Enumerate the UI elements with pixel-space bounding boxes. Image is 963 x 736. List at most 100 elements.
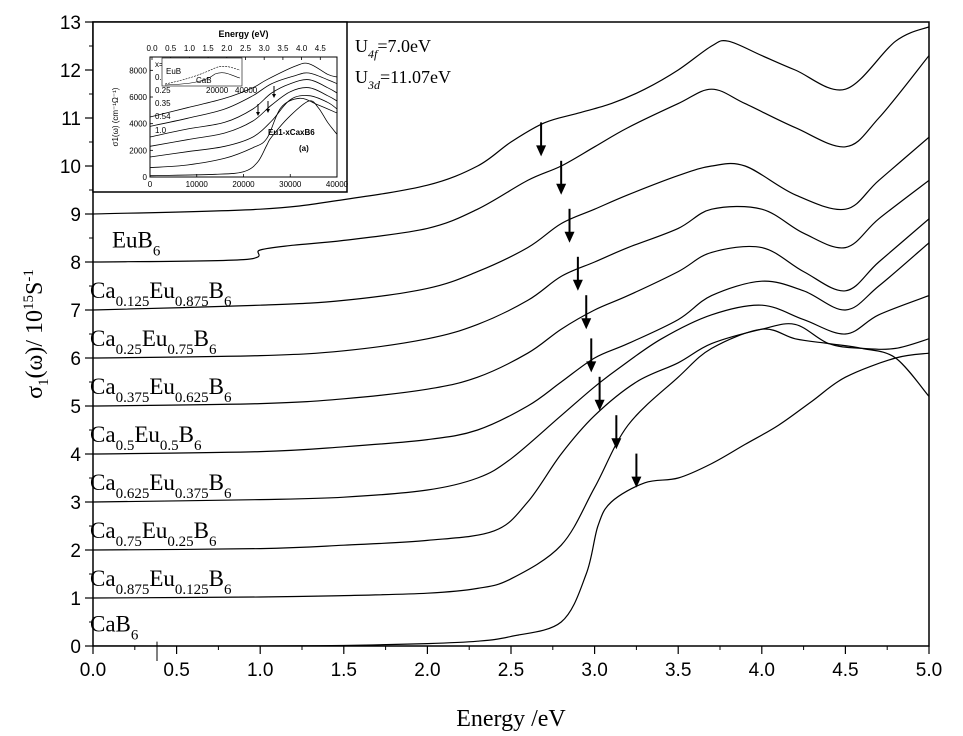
y-tick-label-3: 3 [70,493,81,514]
inset-arrow-head-1 [256,112,260,116]
arrow-head [631,476,642,488]
inset-curve-3 [149,79,338,138]
series-line-5 [93,179,929,359]
series-label-part: 0.125 [175,582,209,598]
series-line-0 [93,328,929,599]
inset-y-tick-1: 2000 [129,146,147,155]
series-label-part: 6 [209,342,217,358]
series-label-6: Ca0.125Eu0.875B6 [90,278,232,310]
arrow-head [572,279,583,291]
series-label-part: 6 [224,294,232,310]
x-tick-label-9: 4.5 [832,660,858,681]
series-label-part: B [194,326,209,351]
inset-y-tick-2: 4000 [129,120,147,129]
inset-curve-6 [149,100,338,177]
x-tick-label-7: 3.5 [665,660,691,681]
series-label-part: B [209,278,224,303]
inset-top-tick-4: 2.0 [221,44,233,53]
u-base: U [355,67,368,87]
u-base: U [355,36,368,56]
series-label-part: Ca [90,566,116,591]
u-sub: 3d [367,78,381,92]
series-line-9 [93,26,929,215]
series-label-part: B [179,422,194,447]
x-tick-label-6: 3.0 [581,660,607,681]
series-label-0: Ca0.875Eu0.125B6 [90,566,232,598]
arrow-marker-6 [594,376,605,411]
y-axis-title-part-4: S [22,282,48,295]
series-label-part: Ca [90,470,116,495]
inset-top-tick-9: 4.5 [315,44,327,53]
inset-curve-5 [149,62,338,118]
axes-layer: 0.0 0.5 1.0 1.5 2.0 2.5 3.0 3.5 4.0 4.5 5.00123456… [21,13,942,732]
x-tick-label-10: 5.0 [916,660,942,681]
arrow-marker-4 [581,295,592,330]
series-label-part: Eu [149,278,175,303]
series-label-part: 0.375 [175,486,209,502]
series-label-part: Eu [142,518,168,543]
u-annotation-0: U4f=7.0eV [355,36,431,61]
series-line-6 [93,136,929,311]
arrow-marker-2 [564,208,575,243]
arrow-layer [536,122,642,488]
arrow-head [556,183,567,195]
inset-curve-1 [149,95,338,158]
x-tick-label-0: 0.0 [80,660,106,681]
x-tick-label-2: 1.0 [247,660,273,681]
y-axis-title-part-0: σ [22,386,48,399]
inset-top-tick-5: 2.5 [240,44,252,53]
inset-x-value-5: 1.0 [155,126,167,135]
inset-top-tick-1: 0.5 [165,44,177,53]
inset-bottom-tick-1: 10000 [186,180,209,189]
inset-x-value-3: 0.35 [155,99,171,108]
inset-top-axis-title: Energy (eV) [218,29,268,39]
inset-layer: Energy (eV) 0.0 0.5 1.0 1.5 2.0 2.5 3.0 3.5 4.0 4.… [92,21,349,193]
series-label-part: Eu [149,374,175,399]
inset-top-tick-7: 3.5 [277,44,289,53]
inset-curve-2 [149,87,338,147]
y-tick-label-13: 13 [60,13,81,34]
series-label-part: 0.25 [167,534,193,550]
series-label-part: 6 [224,390,232,406]
inset-panel-label: (a) [299,144,309,153]
inset-top-tick-2: 1.0 [184,44,196,53]
series-label-part: 6 [153,244,161,260]
series-label-4: Ca0.375Eu0.625B6 [90,374,232,406]
series-label-part: 0.5 [116,438,135,454]
y-tick-label-12: 12 [60,61,81,82]
series-label-part: Ca [90,422,116,447]
series-label-part: 0.5 [160,438,179,454]
inset-bottom-tick-4: 40000 [326,180,349,189]
series-layer [93,26,929,646]
inset-arrow-head-2 [266,109,270,113]
series-label-part: 0.875 [175,294,209,310]
arrow-marker-3 [572,256,583,291]
mini-label-0: EuB [166,67,181,76]
series-line-2 [93,295,929,503]
u-annotation-1: U3d=11.07eV [355,67,451,92]
arrow-marker-8 [631,453,642,488]
y-tick-label-6: 6 [70,349,81,370]
arrow-marker-7 [611,415,622,450]
label-layer: Ca0.875Eu0.125B6Ca0.75Eu0.25B6Ca0.625Eu0… [90,36,451,661]
x-tick-label-4: 2.0 [414,660,440,681]
inset-top-tick-3: 1.5 [203,44,215,53]
y-axis-title-part-2: (ω)/ 10 [22,310,48,378]
y-axis-title-part-1: 1 [36,378,52,386]
y-tick-label-1: 1 [70,589,81,610]
series-label-part: 6 [194,438,202,454]
inset-y-tick-3: 6000 [129,93,147,102]
inset-bottom-tick-2: 20000 [232,180,255,189]
y-tick-label-9: 9 [70,205,81,226]
inset-y-tick-0: 0 [143,173,148,182]
series-label-part: B [209,566,224,591]
u-value: =11.07eV [380,67,451,87]
inset-bottom-tick-0: 0 [148,180,153,189]
y-tick-label-11: 11 [61,109,81,130]
series-label-part: Eu [149,566,175,591]
series-line-8 [93,352,929,646]
y-tick-label-2: 2 [70,541,81,562]
arrow-marker-1 [556,160,567,195]
arrow-head [581,318,592,330]
series-label-2: Ca0.625Eu0.375B6 [90,470,232,502]
